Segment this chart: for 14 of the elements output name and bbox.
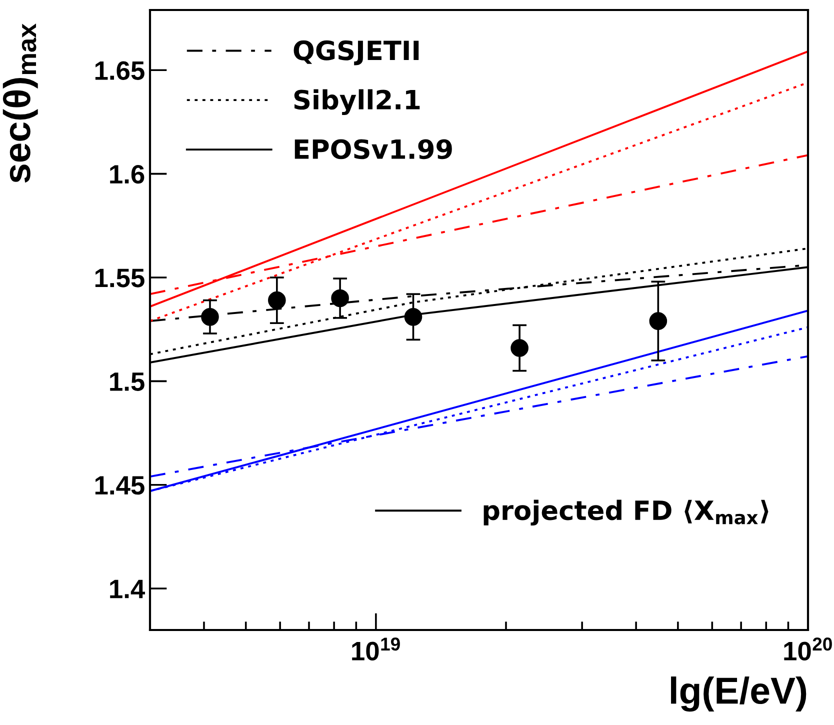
y-tick-label: 1.5 xyxy=(110,372,144,391)
x-tick-label: 10$^{20}$ xyxy=(784,638,832,660)
legend-label: EPOSv1.99 xyxy=(294,139,452,160)
x-tick-label: 10$^{19}$ xyxy=(352,638,400,660)
y-tick-label: 1.6 xyxy=(110,164,144,184)
y-axis-title: sec(θ)$_{max}$ xyxy=(2,23,38,183)
legend-label: projected FD ⟨X$_{max}$⟩ xyxy=(484,500,768,526)
y-tick-label: 1.65 xyxy=(95,61,144,80)
y-tick-label: 1.4 xyxy=(110,580,145,598)
x-axis-title: lg(E/eV) xyxy=(671,676,806,712)
legend-label: Sibyll2.1 xyxy=(294,89,420,115)
y-tick-label: 1.55 xyxy=(95,268,144,288)
y-tick-label: 1.45 xyxy=(95,476,144,495)
legend-label: QGSJETII xyxy=(294,40,419,66)
